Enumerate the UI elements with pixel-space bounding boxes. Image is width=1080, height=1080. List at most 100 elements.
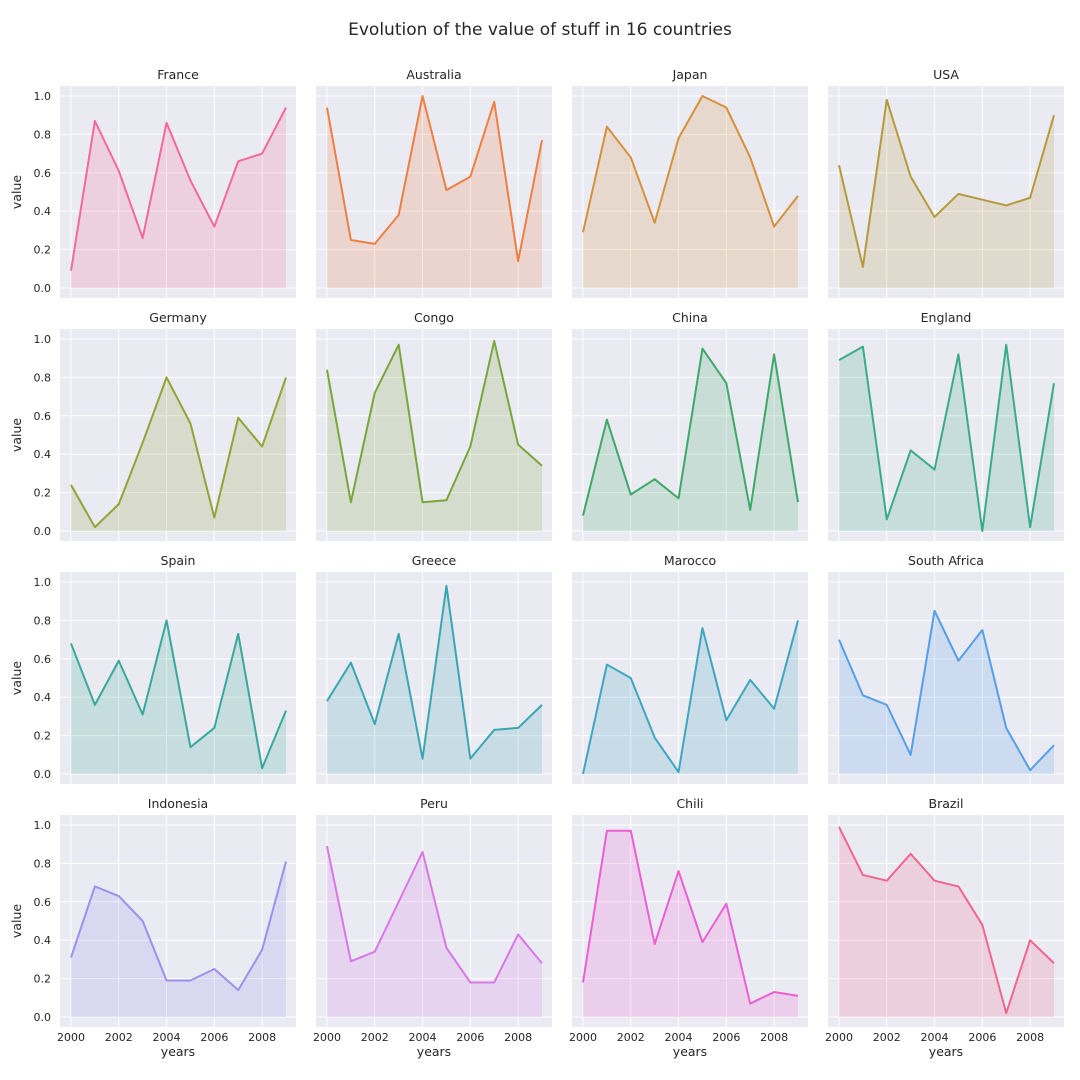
x-axis-label: years xyxy=(929,1044,963,1059)
series-line-france xyxy=(70,107,287,271)
series-area-peru xyxy=(327,846,542,1017)
x-axis-label: years xyxy=(673,1044,707,1059)
y-tick-label: 0.8 xyxy=(34,857,52,870)
panel-background xyxy=(828,329,1064,541)
panel-brazil: Brazil 2000 2002 2004 2006 2008 years xyxy=(825,796,1064,1059)
y-tick-label: 0.8 xyxy=(34,128,52,141)
y-tick-label: 0.8 xyxy=(34,371,52,384)
series-line-chili xyxy=(582,829,799,1005)
panel-title-china: China xyxy=(672,310,708,325)
x-axis-label: years xyxy=(161,1044,195,1059)
series-line-indonesia xyxy=(70,861,287,992)
series-line-england xyxy=(838,343,1055,532)
series-area-australia xyxy=(327,96,542,288)
series-area-france xyxy=(71,107,286,289)
panel-title-congo: Congo xyxy=(414,310,454,325)
panel-background xyxy=(572,815,808,1027)
y-axis-label: value xyxy=(9,661,24,695)
x-tick-label: 2006 xyxy=(968,1031,996,1044)
series-line-spain xyxy=(70,619,287,770)
x-tick-label: 2002 xyxy=(105,1031,133,1044)
x-tick-label: 2002 xyxy=(361,1031,389,1044)
series-line-peru xyxy=(326,845,543,984)
series-area-chili xyxy=(583,830,798,1017)
panel-background xyxy=(316,86,552,298)
y-tick-label: 0.0 xyxy=(34,525,52,538)
series-area-marocco xyxy=(583,620,798,774)
panel-background xyxy=(828,815,1064,1027)
series-area-japan xyxy=(583,96,798,288)
y-tick-label: 0.4 xyxy=(34,448,52,461)
series-line-south-africa xyxy=(838,609,1055,772)
panel-germany: Germany 0.0 0.2 0.4 0.6 0.8 1.0 value xyxy=(9,310,296,541)
series-area-indonesia xyxy=(71,861,286,1017)
chart-title: Evolution of the value of stuff in 16 co… xyxy=(348,20,732,40)
series-line-greece xyxy=(326,584,543,760)
panels-grid: France 0.0 0.2 0.4 0.6 0.8 1.0 value Australia Ja… xyxy=(9,67,1064,1059)
series-line-usa xyxy=(838,98,1055,268)
series-area-china xyxy=(583,348,798,531)
x-tick-label: 2008 xyxy=(248,1031,276,1044)
y-tick-label: 0.0 xyxy=(34,282,52,295)
x-tick-label: 2006 xyxy=(200,1031,228,1044)
panel-title-spain: Spain xyxy=(161,553,196,568)
panel-japan: Japan xyxy=(572,67,808,298)
series-line-congo xyxy=(326,339,543,504)
panel-chili: Chili 2000 2002 2004 2006 2008 years xyxy=(569,796,808,1059)
series-line-japan xyxy=(582,95,799,233)
x-tick-label: 2004 xyxy=(921,1031,949,1044)
panel-background xyxy=(572,572,808,784)
x-tick-label: 2006 xyxy=(712,1031,740,1044)
panel-background xyxy=(60,86,296,298)
panel-france: France 0.0 0.2 0.4 0.6 0.8 1.0 value xyxy=(9,67,296,298)
series-line-germany xyxy=(70,376,287,529)
panel-usa: USA xyxy=(828,67,1064,298)
y-tick-label: 0.6 xyxy=(34,410,52,423)
panel-background xyxy=(828,86,1064,298)
y-tick-label: 0.0 xyxy=(34,1011,52,1024)
panel-spain: Spain 0.0 0.2 0.4 0.6 0.8 1.0 value xyxy=(9,553,296,784)
panel-australia: Australia xyxy=(316,67,552,298)
panel-title-greece: Greece xyxy=(412,553,457,568)
panel-england: England xyxy=(828,310,1064,541)
series-line-marocco xyxy=(582,620,799,775)
panel-title-chili: Chili xyxy=(676,796,703,811)
panel-title-australia: Australia xyxy=(406,67,461,82)
y-tick-label: 0.6 xyxy=(34,896,52,909)
series-area-germany xyxy=(71,377,286,531)
panel-title-usa: USA xyxy=(933,67,959,82)
panel-title-peru: Peru xyxy=(420,796,448,811)
y-tick-label: 0.2 xyxy=(34,244,52,257)
x-tick-label: 2002 xyxy=(617,1031,645,1044)
series-area-congo xyxy=(327,340,542,531)
y-tick-label: 0.4 xyxy=(34,205,52,218)
panel-title-france: France xyxy=(157,67,199,82)
x-tick-label: 2000 xyxy=(313,1031,341,1044)
y-tick-label: 0.8 xyxy=(34,614,52,627)
y-tick-label: 1.0 xyxy=(34,576,52,589)
x-tick-label: 2000 xyxy=(569,1031,597,1044)
y-tick-label: 0.4 xyxy=(34,691,52,704)
x-tick-label: 2006 xyxy=(456,1031,484,1044)
panel-title-indonesia: Indonesia xyxy=(148,796,208,811)
panel-south-africa: South Africa xyxy=(828,553,1064,784)
y-axis-label: value xyxy=(9,418,24,452)
x-tick-label: 2004 xyxy=(409,1031,437,1044)
y-tick-label: 0.6 xyxy=(34,653,52,666)
panel-background xyxy=(828,572,1064,784)
series-area-south-africa xyxy=(839,610,1054,774)
panel-title-south-africa: South Africa xyxy=(908,553,984,568)
y-tick-label: 1.0 xyxy=(34,90,52,103)
x-tick-label: 2008 xyxy=(760,1031,788,1044)
panel-background xyxy=(316,815,552,1027)
y-tick-label: 0.6 xyxy=(34,167,52,180)
y-axis-label: value xyxy=(9,904,24,938)
y-tick-label: 1.0 xyxy=(34,819,52,832)
x-tick-label: 2004 xyxy=(665,1031,693,1044)
series-area-usa xyxy=(839,99,1054,288)
y-tick-label: 0.4 xyxy=(34,934,52,947)
panel-peru: Peru 2000 2002 2004 2006 2008 years xyxy=(313,796,552,1059)
series-line-australia xyxy=(326,95,543,263)
y-tick-label: 0.0 xyxy=(34,768,52,781)
